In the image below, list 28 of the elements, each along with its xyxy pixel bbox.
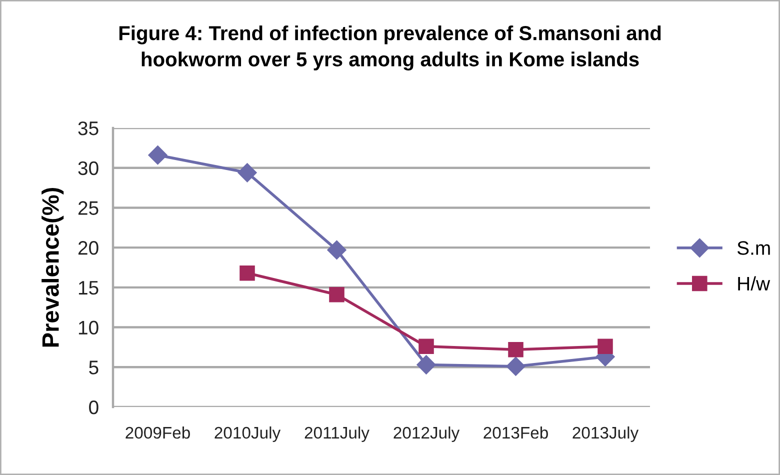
y-tick-label: 25 (78, 201, 98, 215)
chart-title: Figure 4: Trend of infection prevalence of S.mansoni and hookworm over 5 yrs among adults in Kome islands (119, 25, 661, 71)
point (240, 265, 255, 281)
point (506, 356, 526, 376)
legend-label: S.m (737, 241, 770, 255)
x-tick-label: 2013Feb (484, 426, 548, 439)
y-tick-label: 0 (89, 400, 98, 414)
point (148, 146, 168, 165)
point (416, 355, 436, 374)
y-tick-label: 20 (78, 241, 98, 255)
y-axis-title: Prevalence(%) (42, 188, 64, 347)
x-tick-label: 2013July (572, 426, 639, 442)
y-tick-label: 5 (89, 360, 98, 374)
x-tick-label: 2011July (304, 426, 370, 442)
legend-label: H/w (738, 276, 770, 291)
x-tick-label: 2010July (214, 426, 281, 442)
y-tick-label: 15 (78, 281, 98, 295)
y-tick-label: 30 (78, 161, 98, 176)
point (327, 240, 346, 260)
x-tick-label: 2009Feb (126, 426, 190, 439)
point (508, 342, 524, 358)
x-tick-label: 2012July (394, 426, 460, 442)
y-tick-label: 10 (78, 320, 98, 335)
point (238, 163, 257, 182)
point (329, 286, 344, 302)
point (598, 338, 613, 354)
point (418, 338, 434, 354)
y-tick-label: 35 (78, 121, 98, 136)
